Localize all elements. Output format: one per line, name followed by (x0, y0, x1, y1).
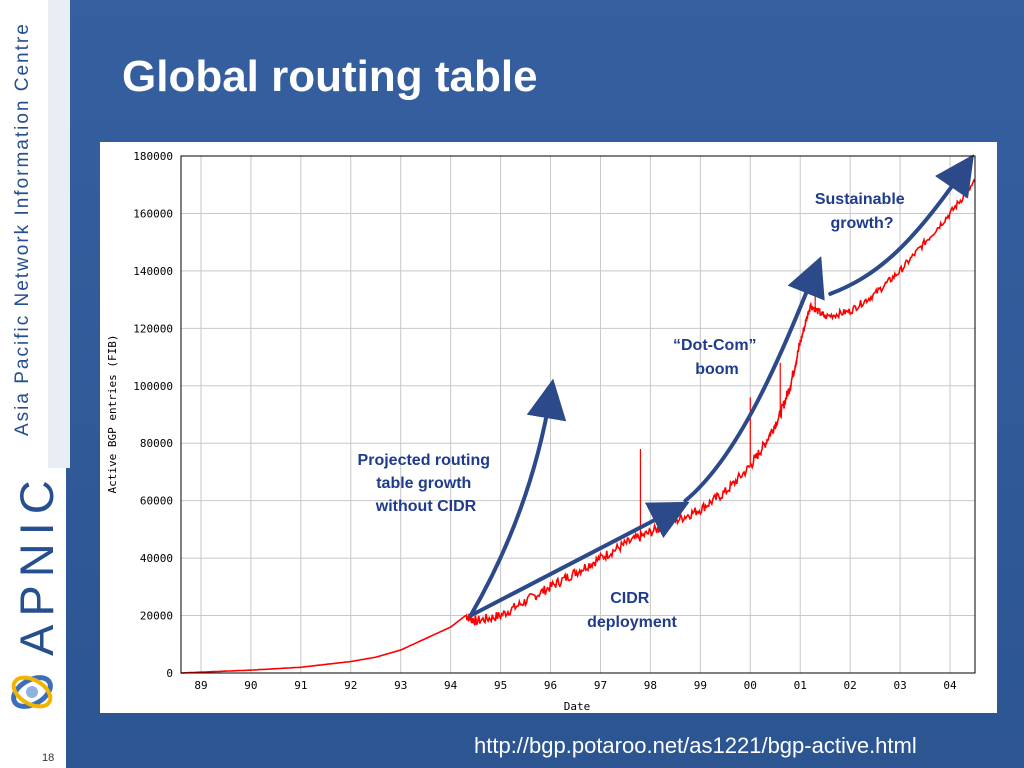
chart-container: 89 90 91 92 93 94 95 96 97 98 99 00 01 02 03 04 0 20000 40… (100, 142, 997, 713)
y-tick-label: 20000 (140, 610, 173, 623)
sidebar-tab (48, 0, 70, 468)
x-tick-label: 04 (943, 679, 957, 692)
annotation-cidr-deployment: CIDR deployment (587, 590, 677, 631)
y-tick-label: 60000 (140, 495, 173, 508)
sidebar: Asia Pacific Network Information Centre … (0, 0, 70, 768)
x-tick-label: 94 (444, 679, 458, 692)
x-tick-label: 92 (344, 679, 357, 692)
x-tick-label: 91 (294, 679, 307, 692)
plot-frame (180, 155, 976, 674)
brand-wordmark: APNIC (10, 472, 63, 656)
x-tick-label: 89 (194, 679, 207, 692)
y-tick-label: 140000 (133, 265, 173, 278)
source-url-link[interactable]: http://bgp.potaroo.net/as1221/bgp-active… (474, 733, 917, 758)
x-tick-label: 96 (544, 679, 557, 692)
x-tick-label: 02 (844, 679, 857, 692)
x-tick-label: 90 (244, 679, 257, 692)
slide-title: Global routing table (122, 52, 538, 101)
apnic-logo-icon (11, 675, 53, 709)
annotation-sustainable-growth: Sustainable growth? (815, 191, 909, 232)
y-tick-label: 160000 (133, 207, 173, 220)
annotation-dot-com-boom: “Dot-Com” boom (673, 337, 761, 378)
slide-number: 18 (42, 752, 55, 764)
x-tick-label: 00 (744, 679, 757, 692)
y-tick-label: 80000 (140, 437, 173, 450)
cidr-deployment-arrow (468, 501, 690, 618)
x-tick-label: 99 (694, 679, 707, 692)
y-tick-label: 0 (166, 667, 173, 680)
sidebar-organization-name: Asia Pacific Network Information Centre (12, 22, 33, 436)
projected-growth-arrow (468, 378, 567, 618)
x-tick-label: 98 (644, 679, 657, 692)
y-tick-label: 40000 (140, 552, 173, 565)
chart-tick-labels: 89 90 91 92 93 94 95 96 97 98 99 00 01 02 03 04 0 20000 40… (133, 150, 957, 692)
x-axis-label: Date (564, 700, 591, 713)
bgp-entries-line (181, 178, 976, 674)
x-tick-label: 97 (594, 679, 607, 692)
y-tick-label: 180000 (133, 150, 173, 163)
chart-arrows (468, 154, 975, 618)
y-tick-label: 120000 (133, 322, 173, 335)
x-tick-label: 93 (394, 679, 407, 692)
chart-grid (181, 155, 975, 674)
annotation-projected-growth: Projected routing table growth without C… (358, 452, 495, 515)
y-axis-label: Active BGP entries (FIB) (106, 335, 119, 494)
routing-table-chart: 89 90 91 92 93 94 95 96 97 98 99 00 01 02 03 04 0 20000 40… (106, 150, 976, 713)
x-tick-label: 01 (794, 679, 807, 692)
x-tick-label: 95 (494, 679, 507, 692)
x-tick-label: 03 (893, 679, 906, 692)
chart-series (181, 178, 976, 674)
dot-com-boom-arrow (683, 256, 825, 503)
sustainable-growth-arrow (828, 154, 975, 296)
y-tick-label: 100000 (133, 380, 173, 393)
